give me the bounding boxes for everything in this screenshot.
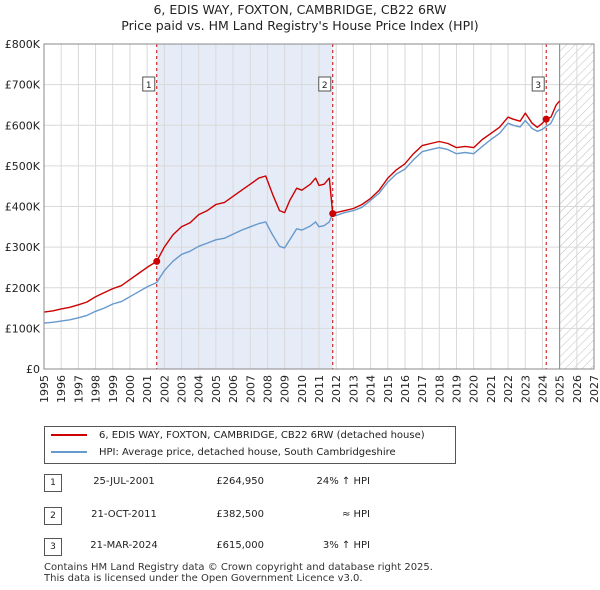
y-tick-label: £0 (26, 363, 40, 376)
x-tick-label: 1998 (90, 375, 103, 403)
x-tick-label: 2014 (365, 375, 378, 403)
chart-title: 6, EDIS WAY, FOXTON, CAMBRIDGE, CB22 6RW (153, 2, 447, 17)
x-tick-label: 2021 (485, 375, 498, 403)
x-tick-label: 2019 (451, 375, 464, 403)
chart-subtitle: Price paid vs. HM Land Registry's House … (121, 18, 479, 33)
price-chart: £0 £100K £200K £300K £400K £500K £600K £700K £80… (5, 38, 600, 403)
footer: Contains HM Land Registry data © Crown c… (44, 562, 433, 584)
y-tick-label: £500K (5, 160, 41, 173)
sale-label-box (142, 76, 156, 92)
x-tick-label: 2016 (399, 375, 412, 403)
sale-hpi-relation: ≈ HPI (341, 509, 370, 520)
sale-number-badge: 1 (44, 474, 62, 492)
x-tick-label: 2009 (279, 375, 292, 403)
x-tick-label: 2015 (382, 375, 395, 403)
x-tick-label: 2018 (433, 375, 446, 403)
x-tick-label: 2027 (588, 375, 600, 403)
sale-number-badge: 2 (44, 507, 62, 525)
legend-swatch-property (51, 434, 87, 436)
sale-hpi-relation: 24% ↑ HPI (316, 476, 370, 487)
legend: 6, EDIS WAY, FOXTON, CAMBRIDGE, CB22 6RW… (44, 426, 456, 464)
x-tick-label: 2007 (244, 375, 257, 403)
x-tick-label: 2012 (330, 375, 343, 403)
x-tick-label: 2011 (313, 375, 326, 403)
x-tick-label: 2020 (468, 375, 481, 403)
x-tick-label: 2006 (227, 375, 240, 403)
x-tick-label: 2000 (124, 375, 137, 403)
sale-date: 21-MAR-2024 (90, 540, 158, 551)
x-tick-label: 2010 (296, 375, 309, 403)
sale-date: 21-OCT-2011 (91, 509, 157, 520)
hpi-line (43, 108, 561, 324)
legend-label-property: 6, EDIS WAY, FOXTON, CAMBRIDGE, CB22 6RW… (99, 430, 425, 441)
x-tick-label: 2026 (571, 375, 584, 403)
sale-label-box (318, 76, 332, 92)
y-tick-label: £400K (5, 201, 41, 214)
legend-item-property: 6, EDIS WAY, FOXTON, CAMBRIDGE, CB22 6RW… (51, 428, 425, 444)
legend-item-hpi: HPI: Average price, detached house, Sout… (51, 445, 396, 461)
sale-price: £615,000 (216, 540, 264, 551)
legend-label-hpi: HPI: Average price, detached house, Sout… (99, 447, 396, 458)
sale-label-number: 2 (322, 81, 328, 91)
sale-date: 25-JUL-2001 (93, 476, 155, 487)
plot-frame (43, 43, 595, 370)
x-tick-label: 2004 (193, 375, 206, 403)
sale-number-badge: 3 (44, 538, 62, 556)
x-tick-label: 1997 (72, 375, 85, 403)
x-tick-label: 2002 (158, 375, 171, 403)
x-tick-label: 1996 (55, 375, 68, 403)
sale-row: 2 21-OCT-2011 £382,500 ≈ HPI (44, 507, 404, 525)
x-tick-label: 2013 (347, 375, 360, 403)
x-tick-label: 1999 (107, 375, 120, 403)
footer-licence: This data is licensed under the Open Gov… (44, 573, 363, 584)
sale-price: £264,950 (216, 476, 264, 487)
y-tick-label: £600K (5, 119, 41, 132)
sale-point (329, 210, 337, 218)
x-tick-label: 2003 (176, 375, 189, 403)
sale-price: £382,500 (216, 509, 264, 520)
footer-copyright: Contains HM Land Registry data © Crown c… (44, 562, 433, 573)
sale-row: 3 21-MAR-2024 £615,000 3% ↑ HPI (44, 538, 404, 556)
y-tick-label: £800K (5, 38, 41, 51)
x-tick-label: 2022 (502, 375, 515, 403)
y-tick-label: £300K (5, 241, 41, 254)
y-tick-label: £100K (5, 322, 41, 335)
sale-label-number: 3 (535, 81, 541, 91)
x-tick-label: 2005 (210, 375, 223, 403)
sale-row: 1 25-JUL-2001 £264,950 24% ↑ HPI (44, 474, 404, 492)
sale-point (153, 257, 161, 265)
x-tick-label: 2024 (536, 375, 549, 403)
property-price-line (43, 100, 561, 313)
x-tick-label: 2023 (519, 375, 532, 403)
x-tick-label: 2001 (141, 375, 154, 403)
y-tick-label: £200K (5, 282, 41, 295)
sale-hpi-relation: 3% ↑ HPI (322, 540, 370, 551)
y-tick-label: £700K (5, 79, 41, 92)
sale-label-box (531, 76, 545, 92)
sale-label-number: 1 (146, 81, 152, 91)
x-tick-label: 2017 (416, 375, 429, 403)
x-tick-label: 2008 (261, 375, 274, 403)
sale-point (542, 115, 550, 123)
legend-swatch-hpi (51, 451, 87, 453)
x-tick-label: 2025 (554, 375, 567, 403)
x-tick-label: 1995 (38, 375, 51, 403)
